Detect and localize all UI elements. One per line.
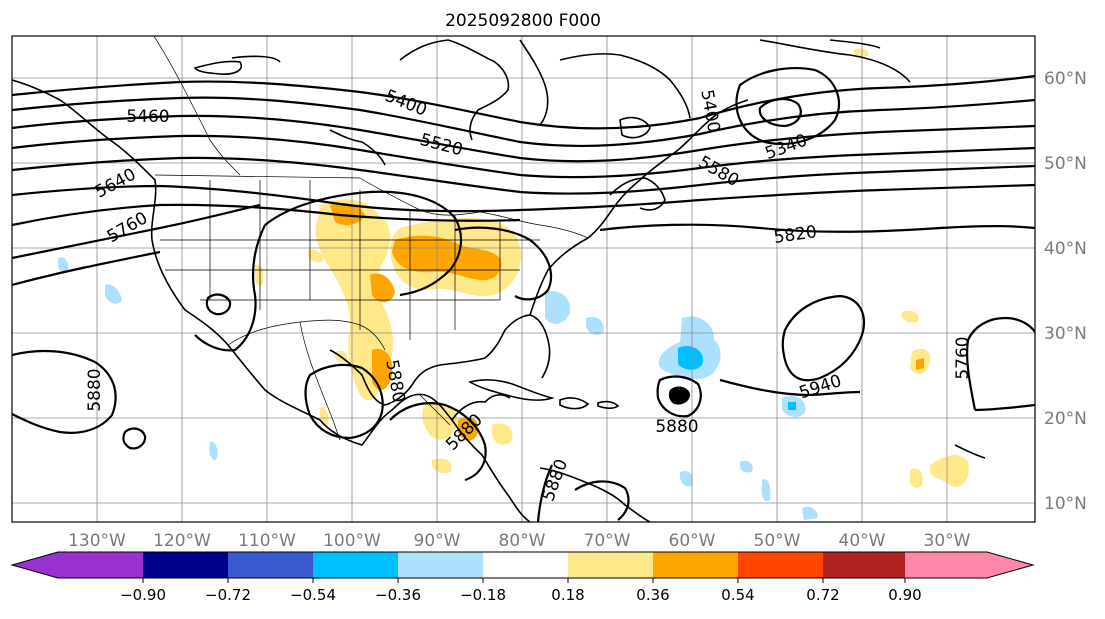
height-contours (12, 67, 1035, 522)
longitude-label: 100°W (323, 531, 381, 551)
latitude-label: 20°N (1044, 409, 1087, 429)
contour-label: 5880 (655, 417, 698, 437)
negative-anomaly-area (209, 441, 218, 460)
positive-anomaly-area (308, 249, 324, 263)
positive-anomaly-area (902, 310, 919, 323)
colorbar-segment (653, 552, 738, 578)
latitude-label: 10°N (1044, 494, 1087, 514)
negative-anomaly-area (761, 479, 771, 502)
political-borders (153, 36, 589, 441)
positive-anomaly-area (854, 48, 869, 57)
colorbar-segment (228, 552, 313, 578)
colorbar-segment (568, 552, 653, 578)
negative-anomaly-area (58, 256, 69, 274)
colorbar-tick-label: 0.36 (636, 586, 669, 604)
colorbar-segment (483, 552, 568, 578)
colorbar-segment (58, 552, 143, 578)
map-area: 5460 5400 5520 5400 5340 5580 5640 5760 … (12, 36, 1035, 522)
latitude-label: 60°N (1044, 69, 1087, 89)
strong-positive-anomaly (392, 235, 502, 281)
colorbar-tick-label: −0.36 (375, 586, 421, 604)
colorbar-extend-high (987, 552, 1033, 578)
colorbar-segment (143, 552, 228, 578)
longitude-label: 130°W (68, 531, 126, 551)
negative-anomaly-area (802, 506, 818, 520)
positive-anomaly-area (320, 407, 329, 426)
longitude-label: 60°W (669, 531, 716, 551)
colorbar-extend-low (12, 552, 58, 578)
negative-anomaly-area (680, 470, 693, 487)
closed-high-center (668, 386, 690, 405)
latitude-label: 30°N (1044, 324, 1087, 344)
positive-anomaly-area (492, 423, 513, 445)
graticule (12, 36, 1035, 522)
longitude-label: 40°W (839, 531, 886, 551)
longitude-label: 70°W (584, 531, 631, 551)
latitude-axis: 60°N 50°N 40°N 30°N 20°N 10°N (1044, 69, 1087, 514)
longitude-label: 30°W (924, 531, 971, 551)
contour-label: 5460 (126, 107, 169, 127)
strong-positive-anomaly (330, 203, 365, 226)
colorbar-tick-label: −0.18 (460, 586, 506, 604)
strong-positive-anomaly (370, 273, 395, 303)
latitude-label: 40°N (1044, 239, 1087, 259)
colorbar-tick-label: 0.18 (551, 586, 584, 604)
colorbar-segment (313, 552, 398, 578)
colorbar-segment (823, 552, 905, 578)
strong-positive-anomaly (916, 358, 924, 370)
contour-label: 5760 (953, 336, 973, 379)
longitude-axis: 130°W 120°W 110°W 100°W 90°W 80°W 70°W 6… (68, 531, 971, 551)
colorbar-tick-label: −0.54 (290, 586, 336, 604)
strong-negative-anomaly (788, 402, 796, 410)
positive-anomaly-area (930, 454, 969, 487)
positive-anomaly-area (422, 402, 458, 440)
negative-anomaly-area (105, 284, 122, 304)
positive-anomaly-area (909, 468, 923, 488)
negative-anomaly-area (740, 460, 753, 473)
colorbar-outline (10, 551, 1035, 579)
colorbar-segment (738, 552, 823, 578)
latitude-label: 50°N (1044, 154, 1087, 174)
colorbar-tick-label: −0.90 (120, 586, 166, 604)
map-title: 2025092800 F000 (445, 11, 601, 31)
colorbar-segment (398, 552, 483, 578)
longitude-label: 120°W (153, 531, 211, 551)
negative-anomaly-area (545, 291, 571, 324)
negative-anomaly-area (586, 316, 604, 336)
strong-positive-anomaly (372, 348, 393, 391)
longitude-label: 90°W (414, 531, 461, 551)
longitude-label: 80°W (499, 531, 546, 551)
longitude-label: 110°W (238, 531, 296, 551)
positive-anomaly-area (344, 266, 358, 283)
contour-label: 5880 (85, 368, 105, 411)
strong-negative-anomaly (678, 345, 704, 370)
colorbar-tick-label: −0.72 (205, 586, 251, 604)
colorbar: −0.90 −0.72 −0.54 −0.36 −0.18 0.18 0.36 … (10, 551, 1035, 604)
colorbar-tick-label: 0.54 (721, 586, 754, 604)
colorbar-segment (905, 552, 987, 578)
colorbar-tick-label: 0.90 (888, 586, 921, 604)
map-frame (11, 35, 1036, 523)
colorbar-tick-label: 0.72 (806, 586, 839, 604)
longitude-label: 50°W (754, 531, 801, 551)
